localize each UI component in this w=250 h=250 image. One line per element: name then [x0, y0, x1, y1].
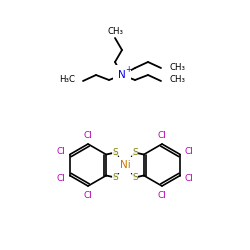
Text: Cl: Cl [56, 174, 65, 183]
Text: CH₃: CH₃ [169, 76, 185, 84]
Text: Ni: Ni [120, 160, 130, 170]
Text: S: S [132, 148, 138, 157]
Text: CH₃: CH₃ [169, 62, 185, 72]
Text: CH₃: CH₃ [107, 26, 123, 36]
Text: Cl: Cl [185, 147, 194, 156]
Text: N: N [118, 70, 126, 80]
Text: Cl: Cl [84, 190, 92, 200]
Text: S: S [132, 173, 138, 182]
Text: S: S [112, 148, 118, 157]
Text: Cl: Cl [84, 130, 92, 140]
Text: Cl: Cl [56, 147, 65, 156]
Text: Cl: Cl [158, 130, 166, 140]
Text: H₃C: H₃C [59, 76, 75, 84]
Text: +: + [125, 66, 131, 74]
Text: S: S [112, 173, 118, 182]
Text: Cl: Cl [185, 174, 194, 183]
Text: Cl: Cl [158, 190, 166, 200]
